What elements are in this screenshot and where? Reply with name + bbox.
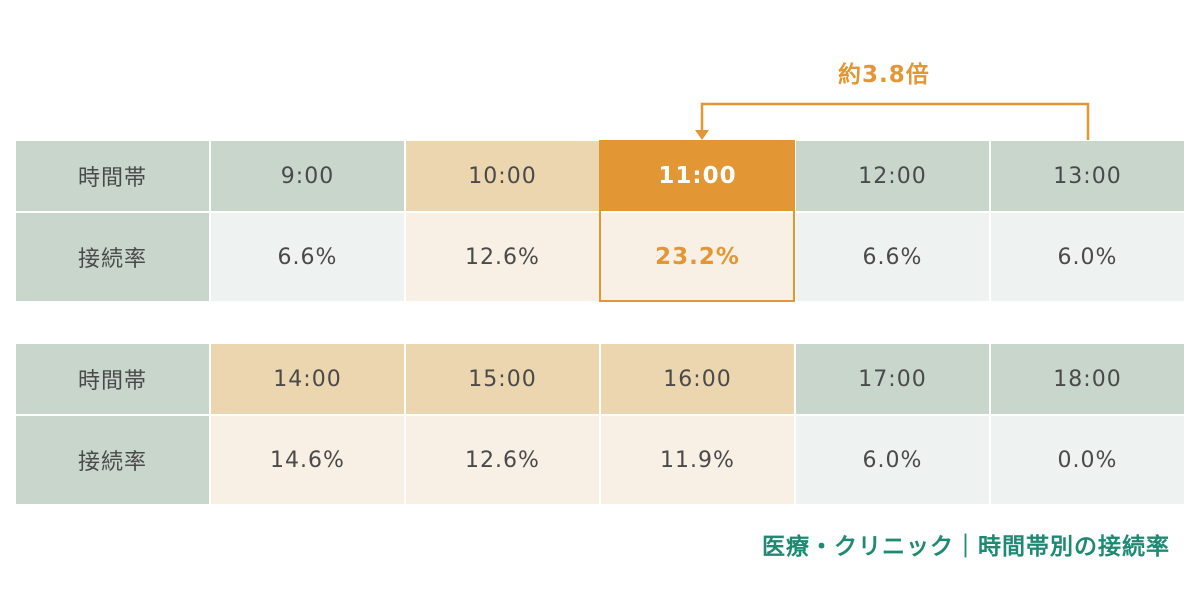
rate-cell-9: 6.6% [211, 213, 404, 301]
rate-cell-13: 6.0% [991, 213, 1184, 301]
time-cell-9: 9:00 [211, 141, 404, 211]
time-cell-13: 13:00 [991, 141, 1184, 211]
rate-row-label: 接続率 [16, 416, 209, 504]
rate-cell-16: 11.9% [601, 416, 794, 504]
time-cell-17: 17:00 [796, 344, 989, 414]
connection-rate-table-morning: 時間帯 9:00 10:00 11:00 12:00 13:00 接続率 6.6… [16, 141, 1184, 301]
rate-cell-14: 14.6% [211, 416, 404, 504]
time-cell-18: 18:00 [991, 344, 1184, 414]
time-cell-10: 10:00 [406, 141, 599, 211]
time-row-label: 時間帯 [16, 344, 209, 414]
ratio-annotation: 約3.8倍 [838, 62, 930, 88]
rate-cell-11-highlight: 23.2% [601, 213, 794, 301]
rate-row-label: 接続率 [16, 213, 209, 301]
comparison-arrow [695, 102, 1090, 140]
rate-cell-17: 6.0% [796, 416, 989, 504]
rate-cell-10: 12.6% [406, 213, 599, 301]
time-cell-12: 12:00 [796, 141, 989, 211]
time-cell-11-highlight: 11:00 [601, 141, 794, 211]
rate-cell-15: 12.6% [406, 416, 599, 504]
chart-caption: 医療・クリニック｜時間帯別の接続率 [762, 534, 1170, 560]
rate-cell-12: 6.6% [796, 213, 989, 301]
time-cell-16: 16:00 [601, 344, 794, 414]
time-row-label: 時間帯 [16, 141, 209, 211]
connection-rate-table-afternoon: 時間帯 14:00 15:00 16:00 17:00 18:00 接続率 14… [16, 344, 1184, 504]
rate-cell-18: 0.0% [991, 416, 1184, 504]
time-cell-15: 15:00 [406, 344, 599, 414]
time-cell-14: 14:00 [211, 344, 404, 414]
